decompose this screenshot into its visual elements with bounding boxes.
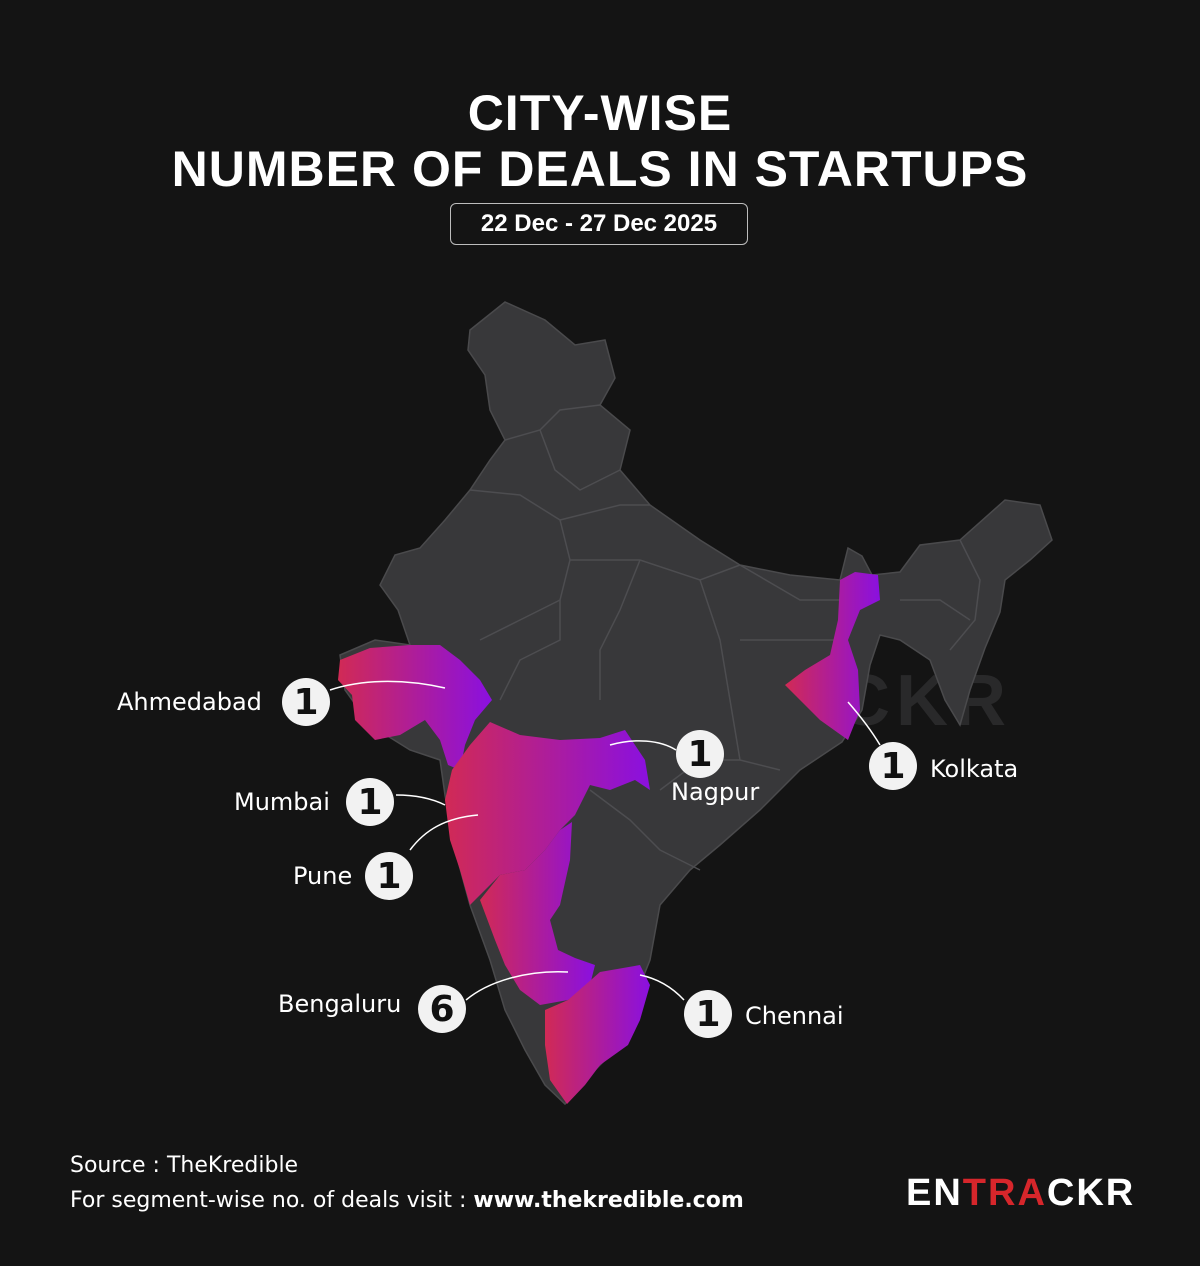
city-label-ahmedabad: Ahmedabad xyxy=(117,688,262,716)
deal-count-kolkata: 1 xyxy=(869,742,917,790)
deal-count-chennai: 1 xyxy=(684,990,732,1038)
entrackr-logo: ENTRACKR xyxy=(906,1172,1135,1215)
region-maharashtra xyxy=(445,722,650,905)
title-line-1: CITY-WISE xyxy=(467,85,733,141)
state-borders xyxy=(469,404,981,871)
region-tamil-nadu xyxy=(545,965,650,1104)
deal-count-bengaluru: 6 xyxy=(418,985,466,1033)
logo-part-1: EN xyxy=(906,1172,963,1214)
region-karnataka xyxy=(480,822,595,1005)
region-gujarat xyxy=(338,645,492,770)
city-label-nagpur: Nagpur xyxy=(671,778,760,806)
city-label-mumbai: Mumbai xyxy=(234,788,330,816)
logo-part-3: CKR xyxy=(1046,1172,1136,1214)
visit-url: www.thekredible.com xyxy=(473,1188,744,1213)
deal-count-nagpur: 1 xyxy=(676,730,724,778)
date-range-badge: 22 Dec - 27 Dec 2025 xyxy=(450,203,748,245)
deal-count-ahmedabad: 1 xyxy=(282,678,330,726)
city-label-pune: Pune xyxy=(293,862,353,890)
city-label-kolkata: Kolkata xyxy=(930,755,1019,783)
deal-count-mumbai: 1 xyxy=(346,778,394,826)
city-label-chennai: Chennai xyxy=(745,1002,844,1030)
region-west-bengal xyxy=(785,572,880,740)
source-note: Source : TheKredible xyxy=(70,1153,299,1178)
visit-note: For segment-wise no. of deals visit : ww… xyxy=(70,1188,744,1213)
leader-lines xyxy=(329,680,881,1001)
title-line-2: NUMBER OF DEALS IN STARTUPS xyxy=(171,141,1029,197)
deal-count-pune: 1 xyxy=(365,852,413,900)
city-label-bengaluru: Bengaluru xyxy=(278,990,402,1018)
logo-part-2: TRA xyxy=(962,1172,1047,1214)
visit-prefix: For segment-wise no. of deals visit : xyxy=(70,1188,474,1213)
